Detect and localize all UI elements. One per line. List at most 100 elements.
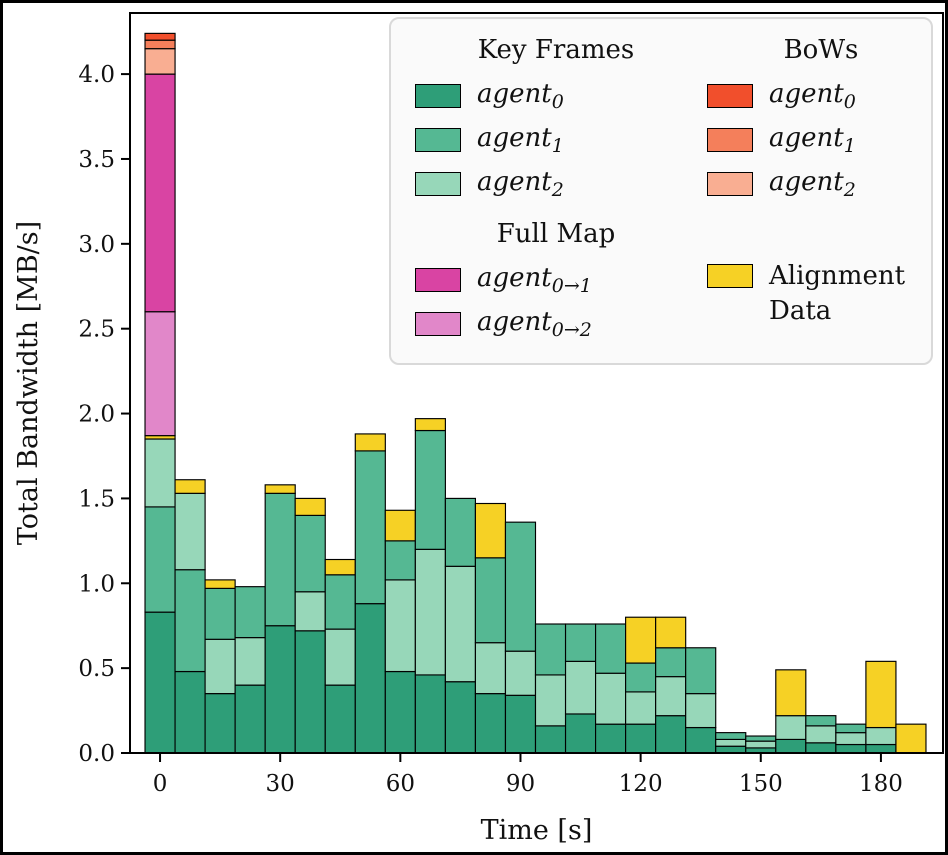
- bar-segment-kf1: [354, 450, 386, 605]
- legend-item-label: agent0→2: [477, 307, 592, 342]
- bar-segment-kf2: [655, 676, 687, 717]
- axes-frame: [129, 12, 944, 754]
- bar-segment-align: [264, 484, 296, 494]
- bar-segment-align: [174, 479, 206, 494]
- bar-segment-kf1: [685, 647, 717, 695]
- bar-segment-kf0: [504, 694, 537, 754]
- bar-segment-kf0: [234, 684, 266, 754]
- y-tick-label: 2.5: [78, 317, 115, 343]
- bar-segment-align: [324, 558, 356, 576]
- bar-segment-align: [354, 433, 386, 452]
- legend-swatch-bows-agent0: [707, 84, 753, 109]
- bar-segment-kf1: [204, 587, 236, 640]
- y-tick-label: 1.0: [78, 571, 115, 597]
- x-tick-label: 90: [506, 771, 535, 797]
- bar-segment-align: [865, 660, 897, 729]
- bar-segment-kf0: [204, 693, 236, 754]
- bar-segment-kf2: [174, 492, 206, 571]
- bar-segment-kf2: [865, 726, 897, 746]
- bar-segment-kf0: [564, 713, 597, 754]
- bar-segment-kf1: [805, 715, 837, 727]
- bar-segment-kf2: [715, 738, 747, 747]
- x-tick-label: 60: [386, 771, 415, 797]
- bar-segment-kf2: [745, 740, 777, 749]
- bar-segment-kf2: [144, 438, 176, 508]
- bar-segment-kf2: [564, 660, 597, 715]
- legend-item-label: agent2: [769, 167, 856, 202]
- bar-segment-align: [294, 497, 326, 516]
- bar-segment-kf1: [474, 557, 507, 644]
- legend-swatch-bows-agent2: [707, 172, 753, 197]
- y-tick-label: 4.0: [78, 62, 115, 88]
- bar-segment-kf0: [324, 684, 356, 754]
- bar-segment-kf1: [324, 574, 356, 630]
- x-tick-label: 180: [859, 771, 903, 797]
- bar-segment-kf1: [655, 647, 687, 678]
- x-tick-label: 0: [153, 771, 168, 797]
- bar-segment-kf0: [715, 745, 747, 754]
- bar-segment-kf1: [504, 521, 537, 652]
- bar-segment-kf0: [384, 670, 416, 754]
- bar-segment-kf0: [625, 723, 657, 754]
- legend-swatch-bows-agent1: [707, 128, 753, 153]
- y-tick-label: 3.0: [78, 232, 115, 258]
- bar-segment-kf1: [444, 497, 477, 567]
- legend-item-label: agent2: [477, 167, 564, 202]
- bar-segment-align: [895, 723, 927, 754]
- bar-segment-kf1: [174, 569, 206, 673]
- bar-segment-fm01: [144, 73, 176, 313]
- bar-segment-align: [655, 616, 687, 649]
- bar-segment-kf2: [534, 674, 567, 727]
- bar-segment-kf1: [294, 514, 326, 593]
- legend-swatch-fullmap-agent0to1: [415, 268, 461, 293]
- bar-segment-bow2: [144, 48, 176, 75]
- bar-segment-kf1: [234, 586, 266, 639]
- legend-item-label: agent0: [769, 79, 856, 114]
- bar-segment-kf2: [685, 693, 717, 729]
- bar-segment-kf2: [294, 591, 326, 632]
- bar-segment-align: [204, 579, 236, 589]
- bar-segment-kf1: [715, 732, 747, 740]
- bar-segment-kf2: [594, 672, 627, 725]
- stacked-bar-chart: 0 30 60 90 120 150 180 0.0 0.5 1.0 1.5 2.0 2.5 3.0 3.5…: [13, 12, 944, 846]
- legend-group-title-bows: BoWs: [783, 35, 859, 65]
- bar-segment-kf0: [414, 674, 446, 754]
- legend-item: agent2: [415, 165, 564, 204]
- bar-segment-align: [384, 509, 416, 542]
- bar-segment-kf2: [384, 579, 416, 673]
- x-axis-label: Time [s]: [481, 815, 593, 846]
- legend-item-label: Alignment Data: [769, 261, 906, 327]
- bar-segment-kf2: [444, 565, 477, 683]
- bar-segment-bow0: [144, 32, 176, 41]
- legend-item-label: agent1: [769, 123, 856, 158]
- bar-segment-bow1: [144, 39, 176, 50]
- legend-box: Key Frames agent0 agent1 agent2 BoWs age…: [389, 17, 933, 365]
- bar-segment-kf1: [264, 492, 296, 627]
- bar-segment-kf0: [294, 630, 326, 754]
- bar-segment-align: [414, 418, 446, 432]
- legend-item-label: agent0: [477, 79, 564, 114]
- legend-item: agent2: [707, 165, 856, 204]
- bar-segment-kf0: [655, 715, 687, 754]
- bar-segment-kf0: [444, 681, 477, 754]
- bar-segment-kf0: [835, 743, 867, 754]
- y-tick-label: 0.5: [78, 656, 115, 682]
- bar-segment-kf0: [685, 726, 717, 754]
- bar-segment-kf2: [474, 642, 507, 695]
- bar-segment-kf1: [835, 723, 867, 734]
- legend-item: agent0: [707, 77, 856, 116]
- bar-segment-kf2: [504, 650, 537, 696]
- legend-swatch-keyframes-agent2: [415, 172, 461, 197]
- bar-segment-kf2: [625, 691, 657, 725]
- legend-item: agent0→1: [415, 261, 592, 300]
- bar-segment-kf0: [144, 611, 176, 754]
- bar-segment-kf0: [264, 625, 296, 754]
- bar-segment-kf2: [414, 548, 446, 676]
- bar-segment-kf1: [625, 662, 657, 693]
- bar-segment-kf1: [384, 540, 416, 581]
- bar-segment-kf1: [144, 506, 176, 613]
- bar-segment-kf2: [775, 715, 807, 740]
- bar-segment-fm02: [144, 311, 176, 437]
- bar-segment-kf0: [805, 742, 837, 754]
